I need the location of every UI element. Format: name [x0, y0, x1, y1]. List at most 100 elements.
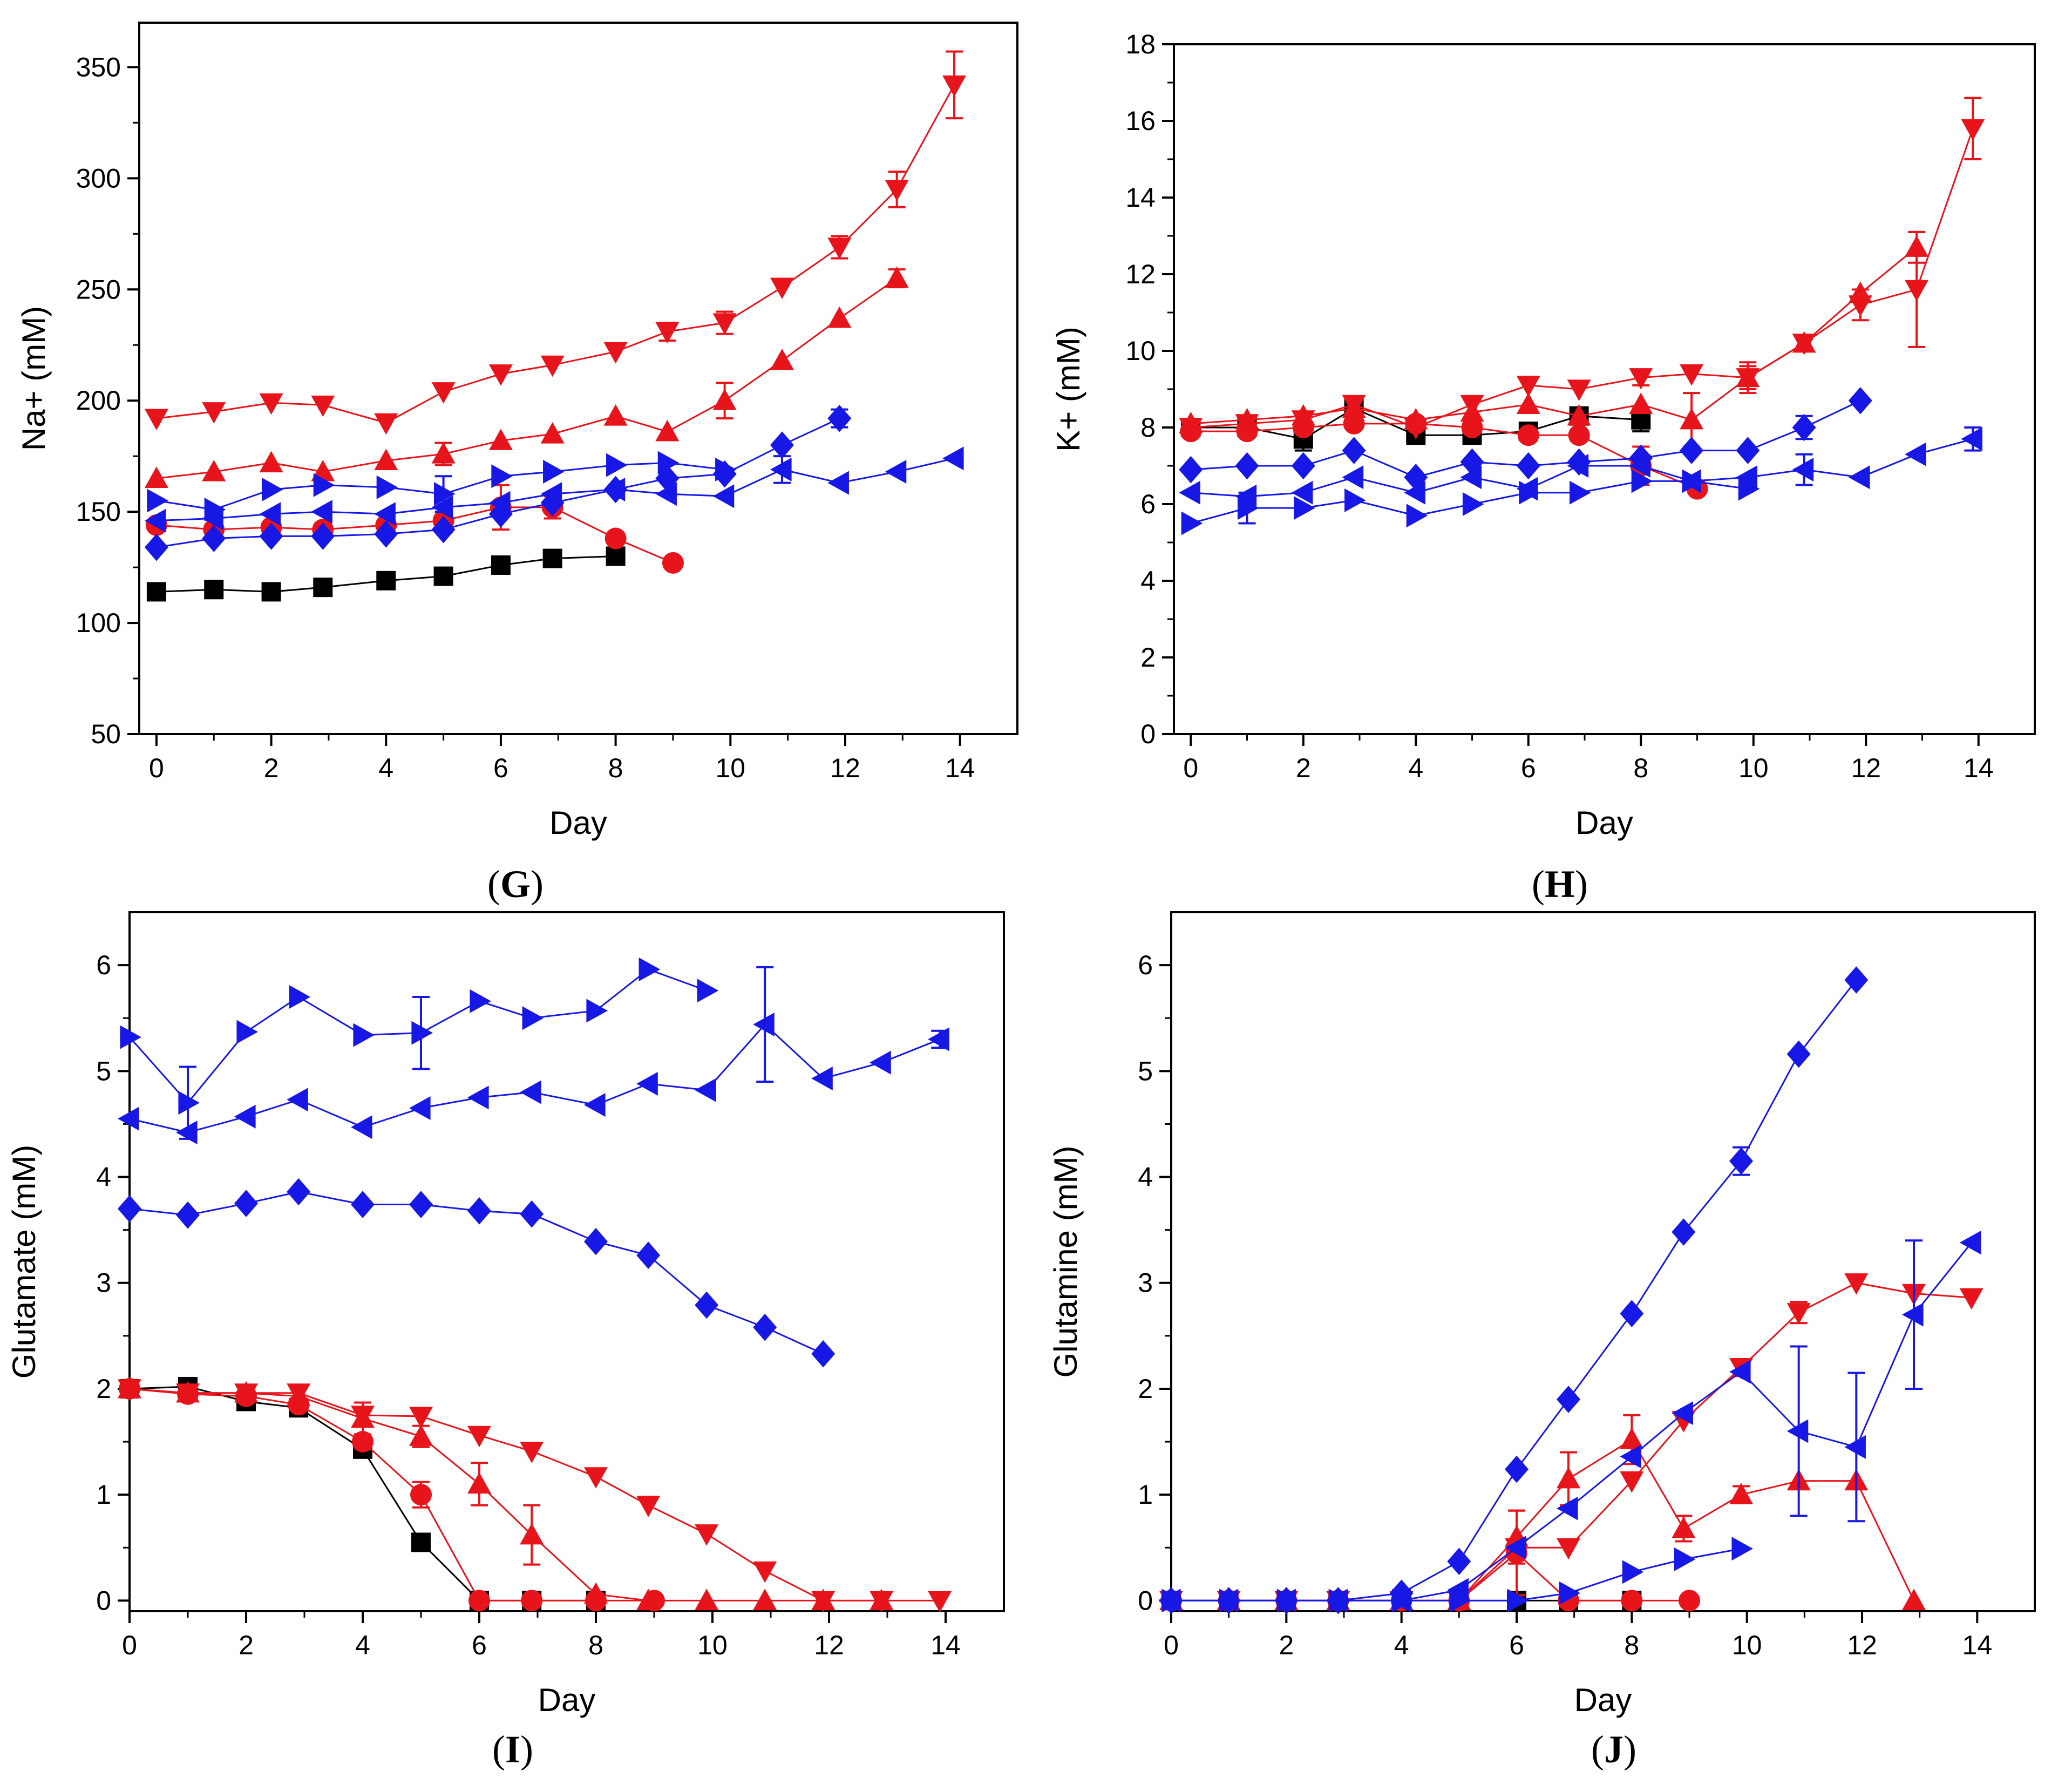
data-point — [522, 1006, 544, 1030]
data-point — [1729, 1360, 1751, 1384]
data-point — [1447, 1547, 1471, 1576]
data-point — [374, 449, 398, 470]
data-point — [584, 1582, 608, 1604]
panel-label-close: ) — [531, 863, 544, 906]
y-tick-label: 100 — [76, 608, 121, 638]
data-point — [374, 413, 398, 435]
data-point — [1679, 1590, 1700, 1612]
data-point — [543, 459, 565, 484]
plot-frame — [1170, 911, 2036, 1612]
y-axis-title: Glutamine (mM) — [1048, 1145, 1084, 1377]
series-red-triangle-up — [1179, 230, 1929, 448]
y-axis-title: Na+ (mM) — [16, 306, 52, 451]
data-point — [540, 355, 565, 377]
x-tick-label: 8 — [608, 753, 623, 783]
x-axis-title: Day — [538, 1682, 596, 1718]
y-tick-label: 300 — [76, 163, 121, 193]
x-tick-label: 12 — [814, 1630, 844, 1660]
data-point — [431, 382, 456, 404]
data-point — [176, 1201, 200, 1229]
y-tick-label: 50 — [91, 719, 121, 749]
data-point — [827, 306, 852, 328]
data-point — [409, 1191, 433, 1218]
data-point — [118, 1195, 141, 1223]
data-point — [409, 1096, 431, 1120]
data-point — [176, 1121, 198, 1145]
x-tick-label: 4 — [378, 753, 393, 783]
data-point — [1519, 480, 1540, 505]
data-point — [928, 1591, 952, 1613]
series-blue-triangle-right — [120, 957, 719, 1140]
panel-label-letter: J — [1604, 1728, 1624, 1771]
data-point — [287, 1088, 308, 1112]
data-point — [1276, 1589, 1299, 1613]
series-red-triangle-down — [118, 1379, 952, 1613]
data-point — [1404, 480, 1425, 505]
data-point — [942, 446, 964, 471]
data-point — [409, 1407, 433, 1428]
data-point — [409, 1424, 433, 1446]
data-point — [1568, 424, 1590, 446]
data-point — [488, 364, 513, 386]
data-point — [1844, 966, 1869, 994]
data-point — [753, 1589, 777, 1610]
data-point — [586, 999, 608, 1023]
data-point — [695, 1524, 719, 1546]
panel-label-close: ) — [520, 1728, 533, 1771]
data-point — [204, 498, 226, 522]
data-point — [1328, 1589, 1350, 1613]
data-point — [1505, 1455, 1529, 1483]
data-point — [1517, 424, 1539, 446]
x-tick-label: 10 — [1732, 1630, 1762, 1660]
data-point — [1792, 458, 1814, 482]
data-point — [1342, 465, 1364, 490]
y-tick-label: 2 — [96, 1374, 111, 1404]
data-point — [1674, 1547, 1696, 1571]
data-point — [287, 1178, 311, 1206]
data-point — [520, 1200, 544, 1228]
data-point — [1179, 456, 1203, 484]
data-point — [1406, 504, 1428, 528]
data-point — [1848, 295, 1872, 317]
x-tick-label: 10 — [697, 1630, 728, 1660]
x-tick-label: 6 — [1509, 1630, 1524, 1660]
y-axis-title: K+ (mM) — [1050, 327, 1086, 452]
x-tick-label: 6 — [472, 1630, 487, 1660]
data-point — [1729, 1483, 1753, 1504]
data-point — [488, 429, 513, 450]
data-point — [351, 1115, 372, 1139]
data-point — [1181, 511, 1203, 535]
y-tick-label: 0 — [1138, 1585, 1153, 1615]
data-point — [638, 957, 661, 981]
data-point — [1620, 1444, 1641, 1469]
panel-label: (J) — [1591, 1728, 1636, 1771]
data-point — [885, 459, 907, 484]
data-point — [1219, 1589, 1241, 1613]
data-point — [1235, 452, 1259, 480]
data-point — [234, 1383, 258, 1405]
data-point — [827, 471, 849, 495]
data-point — [434, 482, 456, 506]
plot-frame — [1173, 43, 2036, 735]
data-point — [467, 1426, 491, 1448]
data-point — [1680, 364, 1704, 386]
x-tick-label: 12 — [1847, 1630, 1877, 1660]
data-point — [1460, 395, 1484, 417]
data-point — [491, 555, 511, 575]
y-tick-label: 5 — [1138, 1056, 1153, 1086]
data-point — [431, 495, 453, 519]
x-tick-label: 14 — [945, 753, 975, 783]
data-point — [1787, 1419, 1809, 1443]
data-point — [176, 1383, 200, 1405]
data-point — [259, 393, 283, 415]
data-point — [1848, 387, 1872, 415]
panel-label-letter: I — [505, 1728, 520, 1771]
data-point — [1902, 1302, 1924, 1327]
x-axis-title: Day — [1575, 805, 1633, 841]
data-point — [695, 1589, 719, 1610]
data-point — [636, 1496, 661, 1517]
data-point — [1462, 492, 1484, 516]
series-red-triangle-up — [118, 1376, 894, 1610]
series-blue-diamond — [118, 1178, 835, 1368]
